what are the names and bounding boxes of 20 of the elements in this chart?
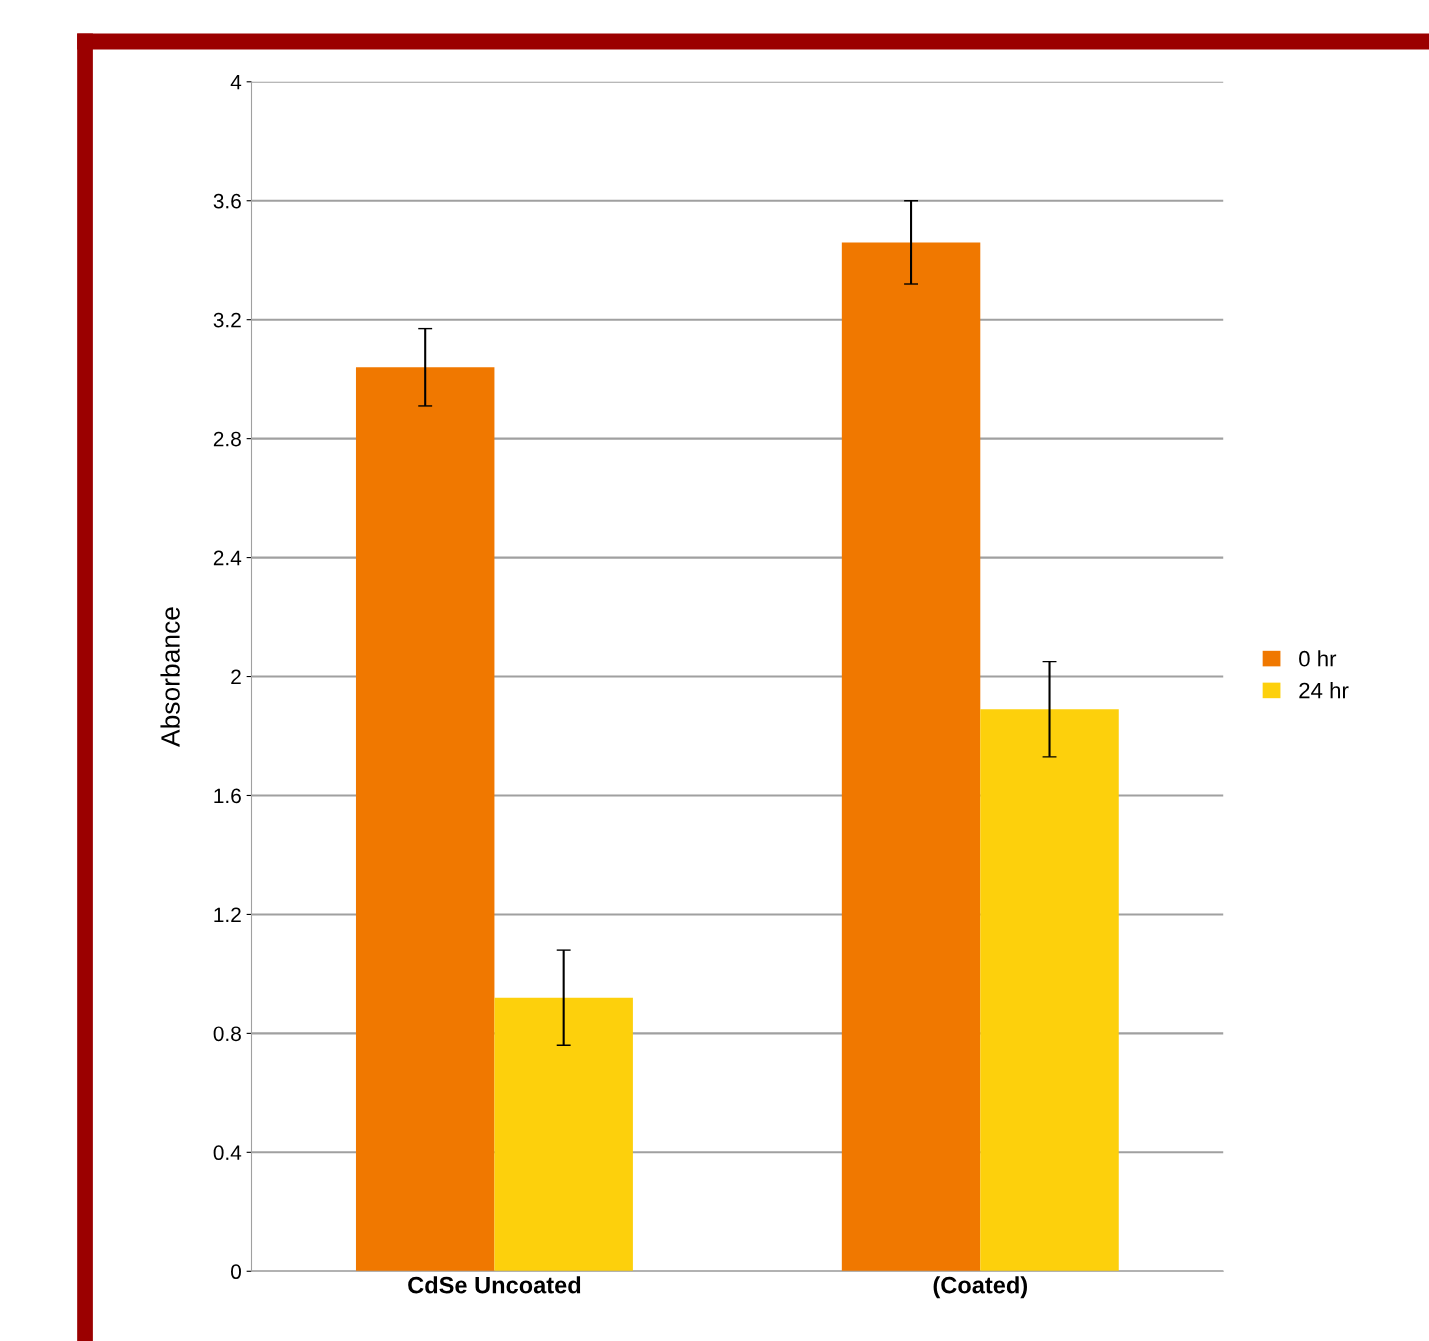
y-tick-label: 3.6: [213, 193, 241, 209]
y-tick-label: 3.2: [213, 312, 241, 328]
y-axis-title: Absorbance: [160, 607, 180, 747]
x-tick-label: CdSe Uncoated: [408, 1276, 581, 1294]
bar: [980, 709, 1119, 1272]
bar: [841, 242, 981, 1272]
y-tick-label: 1.2: [214, 907, 241, 922]
y-tick-label: 0.4: [213, 1145, 242, 1161]
y-tick-label: 1.6: [214, 788, 241, 804]
bar: [494, 997, 633, 1272]
y-tick-label: 2.8: [213, 431, 241, 447]
y-tick-label: 4: [230, 75, 242, 90]
legend-label: 24 hr: [1299, 682, 1349, 699]
bar: [355, 367, 495, 1272]
y-tick-label: 0: [231, 1264, 241, 1280]
legend-label: 0 hr: [1299, 650, 1337, 667]
y-tick-label: 2: [231, 669, 241, 685]
y-tick-label: 0.8: [213, 1026, 241, 1042]
x-tick-label: (Coated): [933, 1276, 1027, 1299]
y-tick-label: 2.4: [213, 550, 242, 566]
